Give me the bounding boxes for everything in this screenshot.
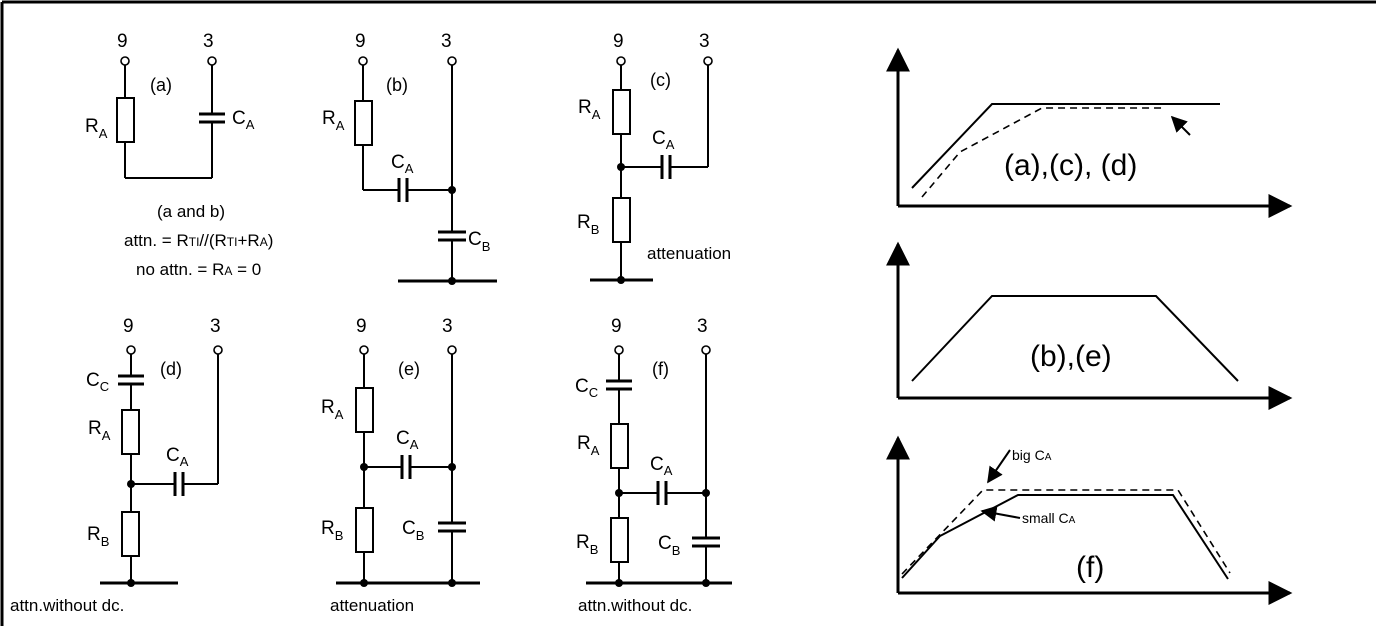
graph3-label: (f) <box>1076 551 1104 584</box>
circuit-b: 9 3 RA CA CB (b) <box>322 31 497 285</box>
big-ca-label: big CA <box>1012 447 1052 463</box>
circuit-f: 9 3 CC RA CA RB CB (f) attn.without dc. <box>575 316 732 615</box>
cb-label: CB <box>468 229 490 254</box>
no-attn-formula: no attn. = RA = 0 <box>136 260 261 279</box>
terminal-9 <box>120 56 130 66</box>
resistor-rb <box>355 507 374 553</box>
tag-b: (b) <box>386 75 408 95</box>
resistor-ra <box>354 100 373 146</box>
ab-notes: (a and b) attn. = RTI//(RTI+RA) no attn.… <box>124 202 273 279</box>
terminal-9 <box>359 345 369 355</box>
terminal-9 <box>616 56 626 66</box>
resistor-rb <box>612 197 631 243</box>
ca-label: CA <box>650 454 673 478</box>
terminal-3 <box>703 56 713 66</box>
resistor-ra <box>121 409 140 455</box>
big-ca-arrow <box>987 449 1011 484</box>
pin-9-label: 9 <box>356 316 367 337</box>
rb-label: RB <box>321 518 343 543</box>
terminal-3 <box>447 56 457 66</box>
cb-label: CB <box>658 533 680 558</box>
graph1-label: (a),(c), (d) <box>1004 149 1137 182</box>
pin-3-label: 3 <box>441 31 452 52</box>
ra-label: RA <box>321 397 344 422</box>
terminal-3 <box>701 345 711 355</box>
pin-3-label: 3 <box>697 316 708 337</box>
pin-3-label: 3 <box>210 316 221 337</box>
terminal-3 <box>207 56 217 66</box>
circuit-e: 9 3 RA CA RB CB (e) attenuation <box>321 316 480 615</box>
terminal-3 <box>213 345 223 355</box>
graph2-label: (b),(e) <box>1030 340 1112 373</box>
rb-label: RB <box>577 212 599 237</box>
tag-f: (f) <box>652 359 669 379</box>
pin-9-label: 9 <box>123 316 134 337</box>
graph-be: (b),(e) <box>886 241 1293 410</box>
small-ca-arrow <box>980 505 1021 522</box>
ca-label: CA <box>396 428 419 452</box>
graph2-solid-curve <box>911 295 1239 382</box>
pin-9-label: 9 <box>355 31 366 52</box>
rb-label: RB <box>576 532 598 557</box>
circuit-c: 9 3 RA CA RB (c) attenuation <box>577 31 731 284</box>
ab-title: (a and b) <box>157 202 225 221</box>
terminal-9 <box>358 56 368 66</box>
caption-f: attn.without dc. <box>578 596 692 615</box>
ca-label: CA <box>391 152 414 176</box>
tag-c: (c) <box>650 70 671 90</box>
cc-label: CC <box>86 370 109 394</box>
ra-label: RA <box>577 433 600 458</box>
ca-label: CA <box>232 108 255 132</box>
ra-label: RA <box>322 108 345 133</box>
caption-e: attenuation <box>330 596 414 615</box>
resistor-rb <box>121 511 140 557</box>
terminal-3 <box>447 345 457 355</box>
rb-label: RB <box>87 524 109 549</box>
pin-3-label: 3 <box>442 316 453 337</box>
graph-f: big CA small CA (f) <box>886 435 1293 605</box>
caption-c: attenuation <box>647 244 731 263</box>
graph1-pointer-arrow <box>1170 115 1191 136</box>
tag-e: (e) <box>398 359 420 379</box>
attn-formula: attn. = RTI//(RTI+RA) <box>124 231 273 250</box>
pin-3-label: 3 <box>203 31 214 52</box>
small-ca-label: small CA <box>1022 510 1076 526</box>
ra-label: RA <box>578 97 601 122</box>
graph1-dashed-curve <box>921 107 1166 198</box>
circuit-a: 9 3 RA CA (a) <box>85 31 255 179</box>
ca-label: CA <box>652 128 675 152</box>
caption-d: attn.without dc. <box>10 596 124 615</box>
resistor-ra <box>612 89 631 135</box>
graph1-solid-curve <box>911 103 1220 189</box>
ra-label: RA <box>85 116 108 141</box>
ca-label: CA <box>166 445 189 469</box>
resistor-ra <box>116 97 135 143</box>
terminal-9 <box>126 345 136 355</box>
graph3-dashed-curve <box>901 489 1231 575</box>
graph3-solid-curve <box>901 494 1229 580</box>
circuit-d: 9 3 CC RA CA RB (d) attn.without dc. <box>10 316 223 615</box>
pin-9-label: 9 <box>613 31 624 52</box>
graph-acd: (a),(c), (d) <box>886 47 1293 218</box>
terminal-9 <box>614 345 624 355</box>
cb-label: CB <box>402 518 424 543</box>
ra-label: RA <box>88 418 111 443</box>
resistor-rb <box>610 517 629 563</box>
pin-3-label: 3 <box>699 31 710 52</box>
resistor-ra <box>610 423 629 469</box>
cc-label: CC <box>575 376 598 400</box>
pin-9-label: 9 <box>611 316 622 337</box>
resistor-ra <box>355 387 374 433</box>
tag-d: (d) <box>160 359 182 379</box>
tag-a: (a) <box>150 75 172 95</box>
pin-9-label: 9 <box>117 31 128 52</box>
